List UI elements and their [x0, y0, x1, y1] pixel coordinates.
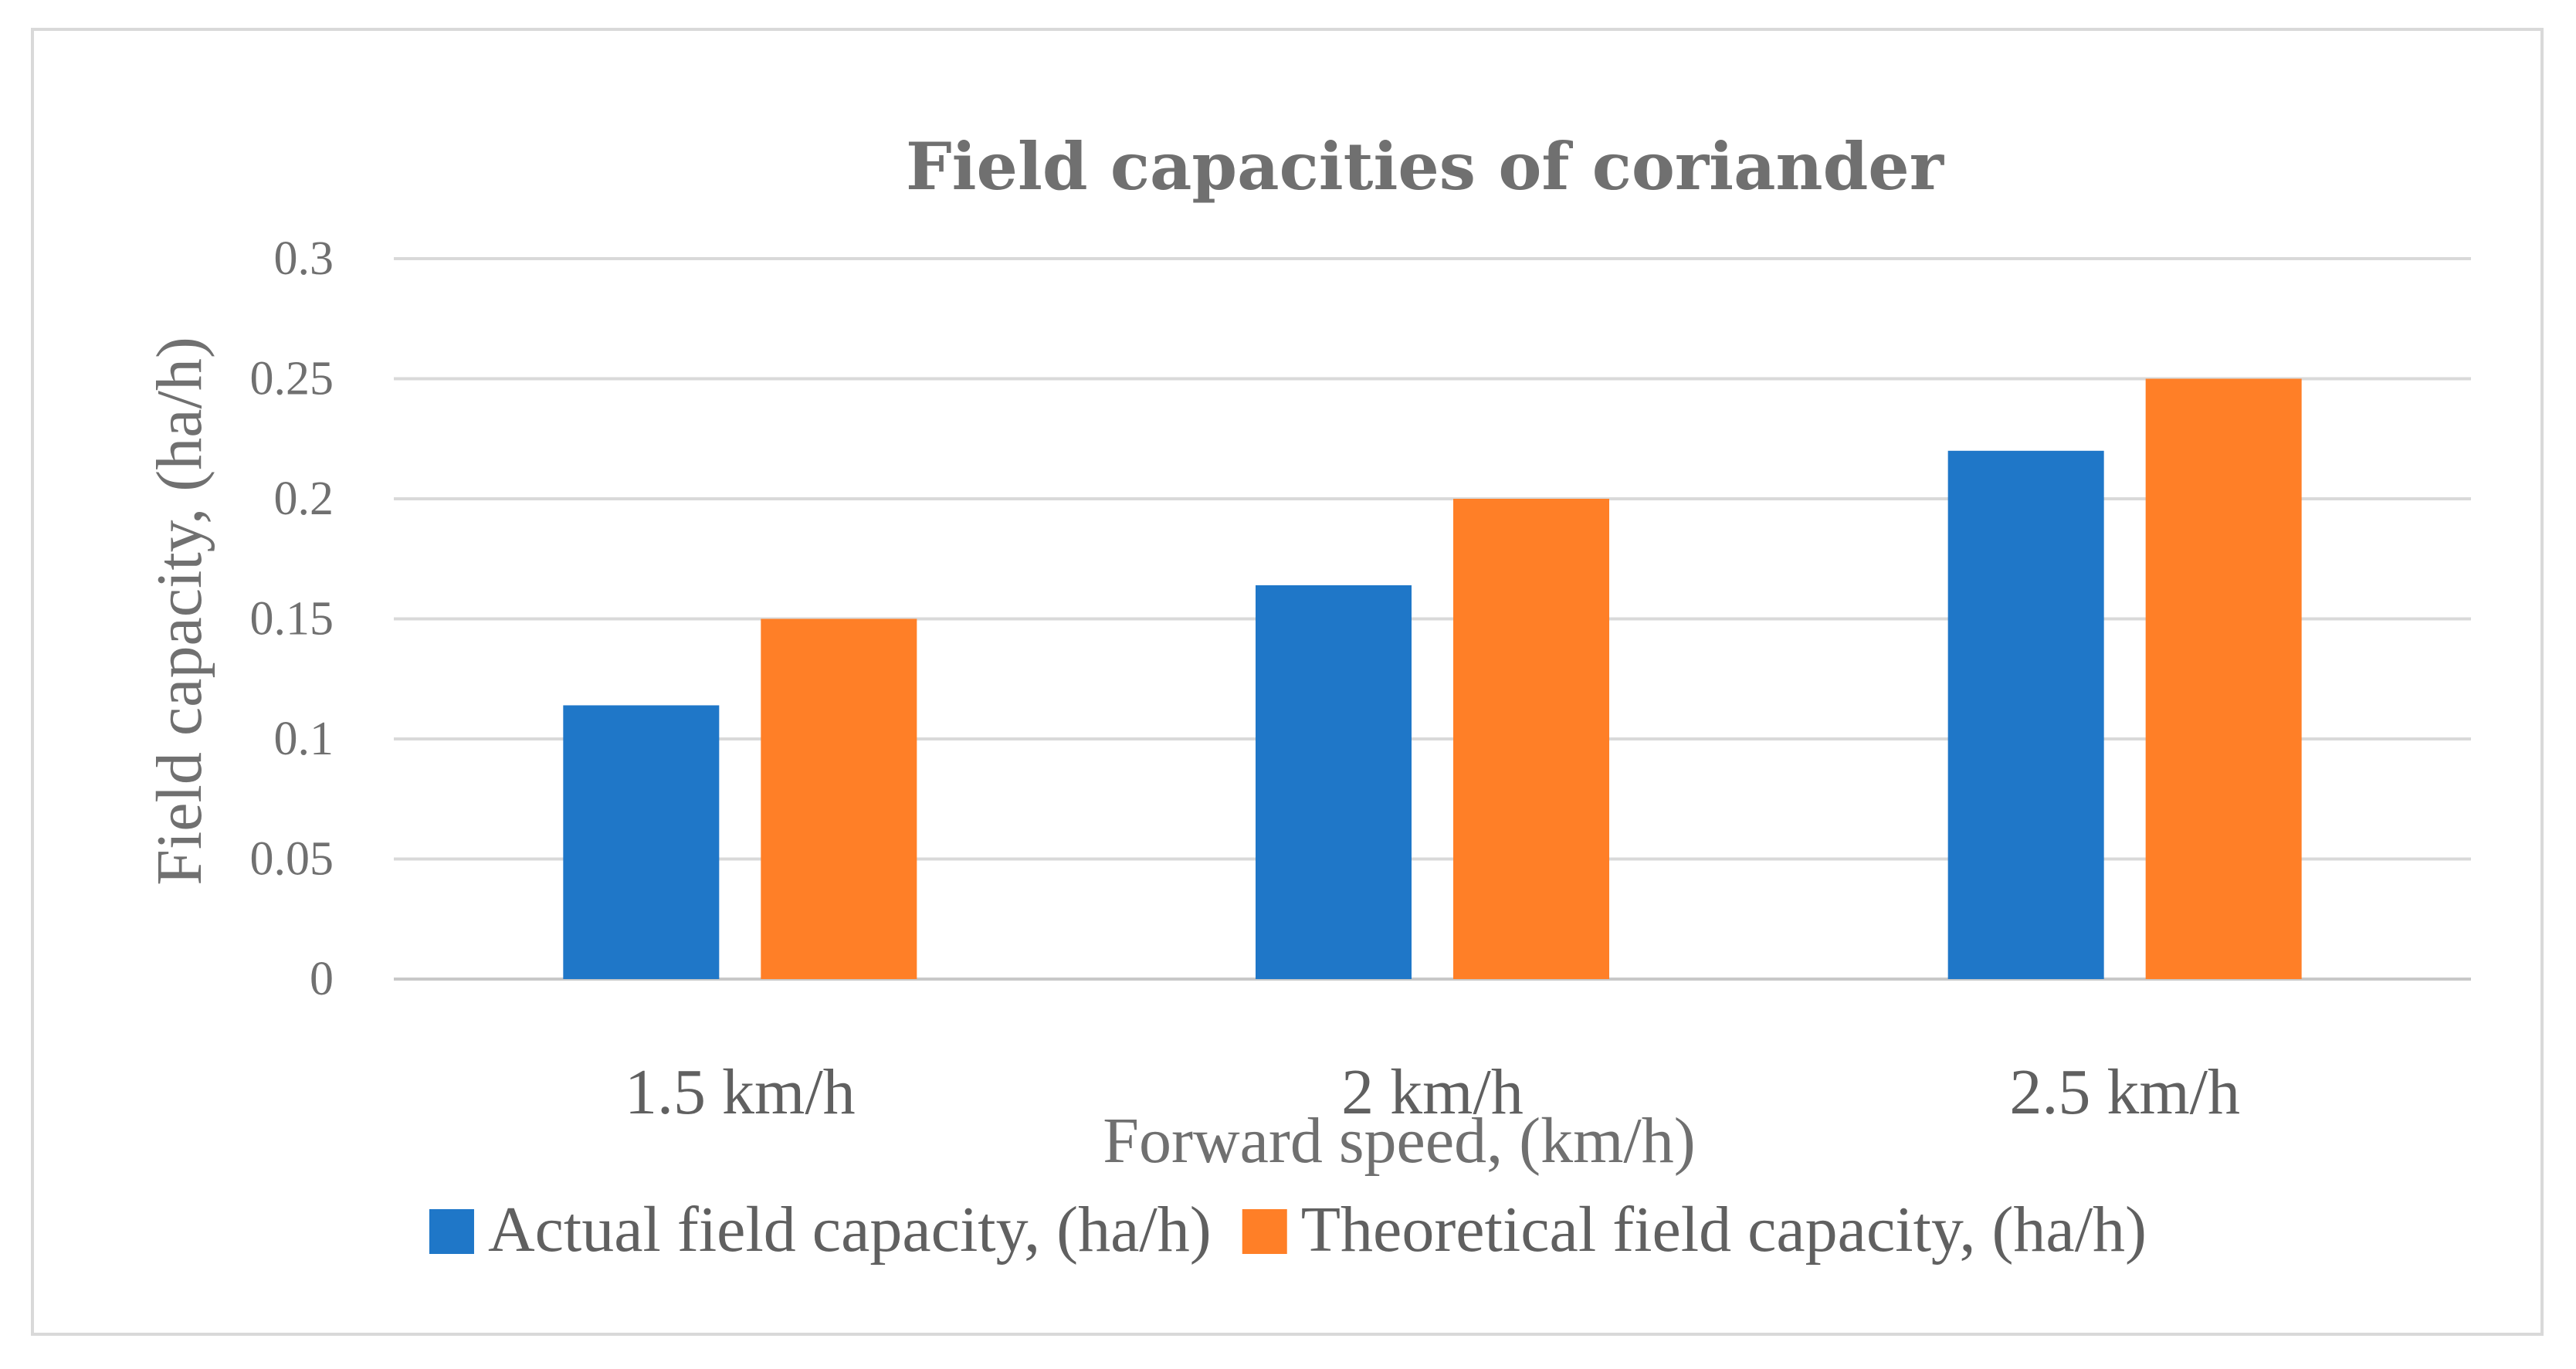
y-tick-label: 0.3: [274, 232, 334, 285]
legend-swatch: [1242, 1209, 1287, 1254]
gridlines: [394, 257, 2471, 981]
y-tick-label: 0.2: [274, 473, 334, 525]
legend-label: Theoretical field capacity, (ha/h): [1301, 1194, 2147, 1266]
x-category-label: 2 km/h: [1341, 1056, 1524, 1128]
bar-actual: [1256, 585, 1412, 979]
x-category-label: 2.5 km/h: [2009, 1056, 2240, 1128]
bar-actual: [1947, 450, 2104, 979]
bar-theoretical: [1453, 499, 1609, 979]
y-tick-label: 0: [310, 953, 334, 1005]
legend: Actual field capacity, (ha/h) Theoretical…: [429, 1194, 2147, 1266]
y-tick-label: 0.25: [250, 353, 334, 405]
bar-theoretical: [2145, 378, 2302, 979]
y-tick-label: 0.05: [250, 833, 334, 886]
y-axis-ticks: 0 0.05 0.1 0.15 0.2 0.25 0.3: [250, 232, 334, 1005]
bars: [563, 378, 2302, 979]
legend-label: Actual field capacity, (ha/h): [488, 1194, 1212, 1266]
legend-item: Theoretical field capacity, (ha/h): [1242, 1194, 2147, 1266]
x-axis-categories: 1.5 km/h 2 km/h 2.5 km/h: [625, 1056, 2240, 1128]
x-axis-title: Forward speed, (km/h): [1103, 1105, 1695, 1177]
y-tick-label: 0.15: [250, 593, 334, 646]
legend-item: Actual field capacity, (ha/h): [429, 1194, 1212, 1266]
x-category-label: 1.5 km/h: [625, 1056, 856, 1128]
legend-swatch: [429, 1209, 474, 1254]
bar-theoretical: [761, 618, 917, 979]
bar-actual: [563, 705, 720, 979]
y-tick-label: 0.1: [274, 713, 334, 765]
y-axis-title: Field capacity, (ha/h): [144, 337, 215, 886]
chart-title: Field capacities of coriander: [906, 128, 1945, 205]
